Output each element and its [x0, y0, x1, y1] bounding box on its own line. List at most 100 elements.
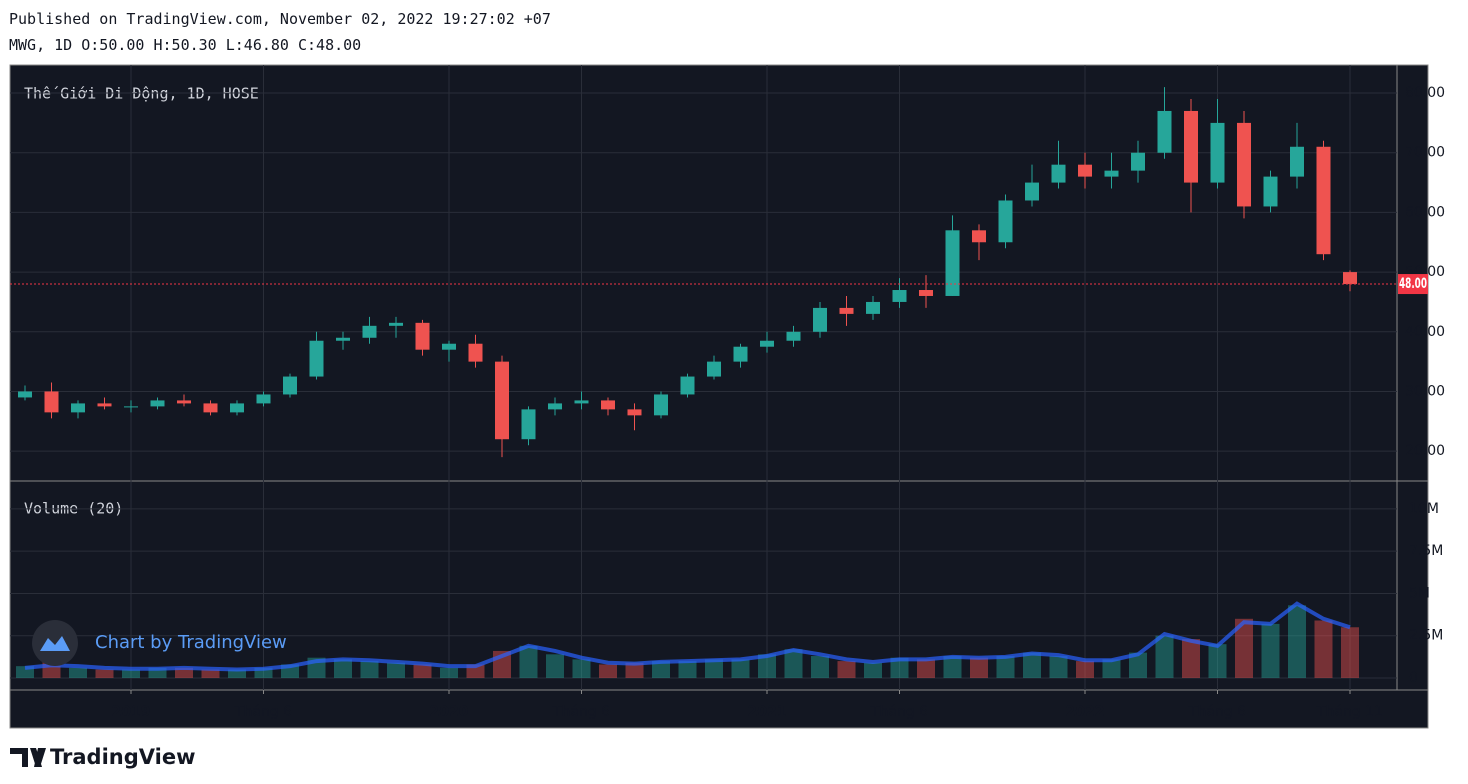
candle-body	[786, 331, 801, 341]
volume-bar	[1261, 623, 1280, 678]
volume-bar	[917, 659, 935, 678]
candle-body	[945, 230, 960, 296]
candle-body	[256, 394, 271, 404]
candle-body	[71, 403, 85, 413]
volume-bar	[519, 645, 538, 678]
y-tick-label: 70.00	[1405, 145, 1445, 161]
candle-body	[1343, 272, 1357, 285]
volume-bar	[201, 669, 220, 678]
x-tick-label: Tháng 11	[1316, 704, 1383, 720]
candle-body	[574, 400, 589, 404]
x-tick-label: 2022	[1066, 704, 1105, 720]
candle-body	[230, 403, 244, 413]
volume-bar	[1314, 620, 1333, 678]
y-tick-label: 0	[1409, 670, 1418, 686]
y-tick-label: 30.00	[1405, 383, 1445, 399]
candle-body	[548, 403, 562, 410]
candle-body	[1157, 110, 1172, 153]
candle-body	[972, 230, 986, 243]
last-price-label: 48.00	[1399, 276, 1427, 292]
candle-body	[760, 340, 774, 347]
volume-bar	[864, 662, 882, 678]
volume-bar	[1049, 656, 1068, 678]
y-tick-label: 10M	[1409, 501, 1439, 517]
volume-bar	[69, 667, 87, 678]
volume-bar	[546, 654, 564, 678]
volume-bar	[1155, 635, 1174, 678]
volume-bar	[175, 667, 193, 678]
volume-bar	[254, 667, 273, 678]
volume-bar	[148, 667, 167, 678]
candle-body	[1237, 122, 1251, 207]
candle-body	[707, 361, 721, 377]
volume-bar	[758, 654, 776, 678]
candle-body	[521, 409, 536, 440]
candle-body	[1051, 164, 1066, 183]
candle-body	[336, 337, 350, 341]
y-tick-label: 80.00	[1405, 85, 1445, 101]
y-tick-label: 7.5M	[1409, 543, 1443, 559]
volume-bar	[652, 661, 670, 678]
candle-body	[601, 400, 615, 410]
volume-bar	[996, 656, 1015, 678]
candle-body	[680, 376, 695, 395]
candle-body	[283, 376, 297, 395]
volume-bar	[731, 659, 750, 678]
candle-body	[97, 403, 112, 407]
volume-bar	[890, 657, 909, 678]
candle-body	[866, 301, 880, 314]
y-tick-label: 2.5M	[1409, 628, 1443, 644]
x-tick-label: Tháng 6	[1188, 704, 1246, 720]
volume-bar	[599, 664, 617, 678]
candle-body	[839, 307, 854, 314]
volume-bar	[678, 661, 697, 678]
candle-body	[1210, 122, 1225, 183]
volume-ma-line	[24, 601, 1351, 672]
candle-body	[1263, 176, 1278, 207]
watermark: Chart by TradingView	[32, 620, 287, 666]
candle-body	[44, 391, 59, 413]
published-line: Published on TradingView.com, November 0…	[9, 10, 551, 28]
volume-bar	[1288, 605, 1306, 678]
last-price-box	[1398, 274, 1428, 295]
footer-brand: TradingView	[50, 745, 195, 769]
x-tick-label: 2020	[430, 704, 469, 720]
volume-bar	[334, 659, 352, 678]
candle-body	[468, 343, 483, 362]
candle-body	[203, 403, 218, 413]
candle-body	[150, 400, 165, 407]
y-tick-label: 20.00	[1405, 443, 1445, 459]
volume-bar	[811, 656, 829, 678]
candle-body	[1131, 152, 1145, 171]
watermark-logo-shape	[40, 636, 70, 651]
volume-bar	[1129, 652, 1147, 678]
candle-body	[124, 406, 138, 408]
volume-bar	[784, 649, 803, 678]
volume-bar	[1208, 644, 1227, 678]
volume-bar	[360, 661, 379, 678]
candle-body	[1104, 170, 1119, 177]
x-tick-label: 2019	[112, 704, 151, 720]
volume-bar	[572, 659, 591, 678]
candle-body	[495, 361, 509, 440]
volume-bar	[1235, 618, 1253, 678]
candle-body	[654, 394, 668, 416]
candle-body	[1078, 164, 1092, 177]
volume-bar	[943, 656, 962, 678]
candle-body	[18, 391, 32, 398]
watermark-logo	[32, 620, 78, 666]
candle-body	[389, 322, 403, 326]
candle-body	[362, 325, 377, 338]
volume-bar	[1182, 639, 1200, 678]
volume-bar	[837, 661, 856, 678]
volume-bar	[1341, 627, 1359, 678]
candle-body	[892, 290, 907, 302]
candle-body	[1025, 182, 1039, 201]
x-tick-label: Tháng 6	[234, 704, 292, 720]
candle-body	[415, 322, 430, 350]
candle-body	[733, 346, 748, 362]
candle-body	[309, 340, 324, 377]
volume-bar	[228, 669, 246, 678]
